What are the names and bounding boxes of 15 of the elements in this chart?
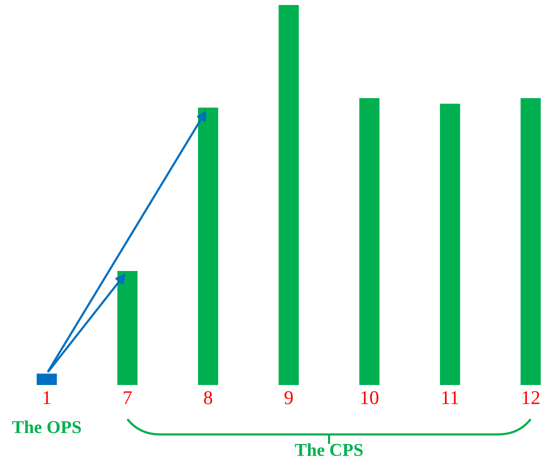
bar <box>440 104 460 385</box>
x-tick-label: 1 <box>44 391 50 404</box>
x-tick-label: 12 <box>522 391 540 404</box>
bar <box>278 5 299 385</box>
bar <box>198 108 218 385</box>
x-tick-label: 7 <box>124 391 132 404</box>
bar <box>520 98 541 385</box>
x-tick-label: 8 <box>204 391 212 404</box>
text: The OPS <box>12 420 81 434</box>
text: The CPS <box>294 443 363 456</box>
bar <box>117 271 138 385</box>
bar <box>359 98 380 385</box>
x-tick-label: 11 <box>442 391 458 404</box>
x-tick-label: 9 <box>284 391 293 404</box>
x-tick-label: 10 <box>361 391 378 404</box>
